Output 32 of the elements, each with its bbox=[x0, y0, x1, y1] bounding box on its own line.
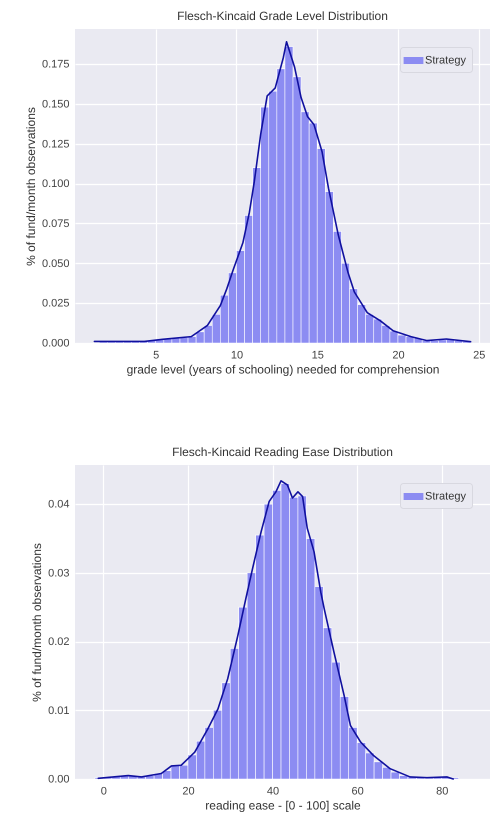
x-tick-label: 5 bbox=[153, 350, 160, 362]
y-tick-label: 0.000 bbox=[42, 338, 70, 350]
x-tick-label: 80 bbox=[436, 786, 448, 798]
x-tick-label: 15 bbox=[312, 350, 324, 362]
y-tick-label: 0.03 bbox=[48, 567, 70, 580]
x-tick-label: 60 bbox=[352, 786, 364, 798]
y-tick-label: 0.02 bbox=[48, 636, 70, 648]
y-tick-label: 0.025 bbox=[42, 298, 70, 310]
x-axis-title: reading ease - [0 - 100] scale bbox=[205, 798, 362, 812]
x-tick-label: 0 bbox=[100, 786, 107, 798]
line-series bbox=[94, 40, 472, 343]
y-tick-label: 0.150 bbox=[42, 98, 70, 110]
chart-title: Flesch-Kincaid Reading Ease Distribution bbox=[172, 445, 393, 459]
y-axis-title: % of fund/month observations bbox=[24, 107, 38, 266]
x-tick-label: 20 bbox=[182, 786, 195, 798]
x-tick-label: 40 bbox=[266, 786, 280, 798]
y-tick-label: 0.125 bbox=[42, 138, 70, 150]
x-tick-label: 25 bbox=[473, 350, 486, 362]
y-tick-label: 0.04 bbox=[48, 498, 70, 511]
x-tick-label: 20 bbox=[392, 350, 405, 362]
legend-label: Strategy bbox=[425, 54, 466, 66]
y-tick-label: 0.01 bbox=[48, 704, 70, 717]
legend-label: Strategy bbox=[425, 490, 466, 502]
x-tick-label: 10 bbox=[230, 350, 244, 362]
y-tick-label: 0.100 bbox=[42, 178, 70, 190]
y-axis-title: % of fund/month observations bbox=[30, 543, 44, 702]
x-axis-title: grade level (years of schooling) needed for comprehension bbox=[126, 362, 440, 376]
y-tick-label: 0.050 bbox=[42, 258, 70, 270]
y-tick-label: 0.00 bbox=[48, 774, 70, 786]
y-tick-label: 0.075 bbox=[42, 218, 70, 230]
y-tick-label: 0.175 bbox=[42, 58, 70, 71]
chart-title: Flesch-Kincaid Grade Level Distribution bbox=[177, 9, 388, 23]
